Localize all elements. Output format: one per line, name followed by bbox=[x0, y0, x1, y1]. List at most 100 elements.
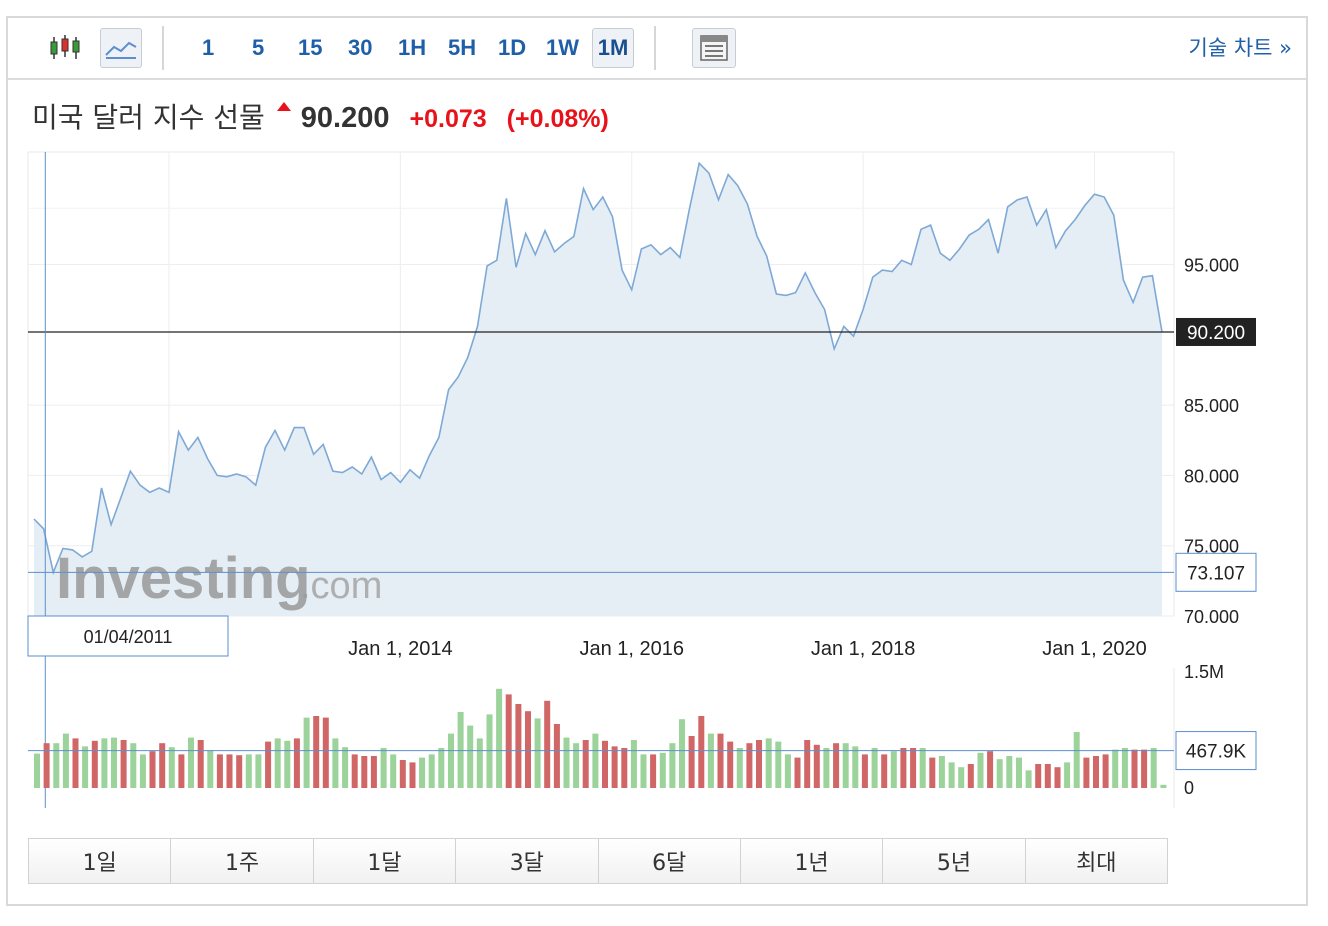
volume-bar bbox=[659, 752, 666, 788]
volume-bar bbox=[736, 748, 743, 788]
volume-bar bbox=[1160, 784, 1167, 788]
volume-bar bbox=[101, 738, 108, 788]
volume-bar bbox=[938, 756, 945, 788]
volume-bar bbox=[496, 688, 503, 788]
volume-tick-label: 1.5M bbox=[1184, 662, 1224, 682]
volume-bar bbox=[245, 754, 252, 788]
volume-bar bbox=[149, 751, 156, 788]
volume-bar bbox=[563, 737, 570, 788]
volume-bar bbox=[679, 719, 685, 788]
volume-bar bbox=[370, 756, 377, 788]
volume-tick-label: 0 bbox=[1184, 778, 1194, 798]
volume-bar bbox=[833, 743, 840, 788]
period-button-5[interactable]: 6달 bbox=[598, 839, 741, 883]
volume-bar bbox=[1073, 732, 1080, 788]
volume-bar bbox=[1044, 764, 1051, 788]
chart-widget: 1 5 15 30 1H 5H 1D 1W 1M 기술 차트 » 미국 달러 지수 선물 90.… bbox=[6, 16, 1308, 906]
crosshair-volume-label: 467.9K bbox=[1186, 742, 1247, 763]
period-button-8[interactable]: 최대 bbox=[1025, 839, 1167, 883]
volume-bar bbox=[438, 748, 445, 788]
volume-bar bbox=[390, 754, 397, 788]
period-button-7[interactable]: 5년 bbox=[883, 839, 1026, 883]
volume-bar bbox=[794, 757, 801, 788]
instrument-name: 미국 달러 지수 선물 bbox=[32, 101, 265, 134]
volume-bar bbox=[669, 743, 676, 788]
volume-bar bbox=[236, 755, 243, 788]
chart-area[interactable]: Investing.com 90.200 95.000 85.000 80.000 75.… bbox=[8, 18, 1308, 818]
volume-bar bbox=[1150, 748, 1157, 788]
period-button-4[interactable]: 3달 bbox=[456, 839, 599, 883]
last-price: 90.200 bbox=[300, 102, 390, 134]
volume-bar bbox=[852, 746, 859, 788]
volume-bar bbox=[91, 740, 98, 788]
volume-bar bbox=[1025, 770, 1032, 788]
crosshair-volume-box bbox=[1175, 731, 1257, 771]
volume-bar bbox=[900, 748, 907, 788]
price-area bbox=[34, 163, 1162, 616]
volume-bar bbox=[1141, 749, 1148, 788]
interval-button-1h[interactable]: 1H bbox=[398, 35, 427, 60]
volume-bar bbox=[1093, 756, 1099, 788]
y-tick-label: 75.000 bbox=[1184, 537, 1239, 557]
volume-bar bbox=[948, 762, 955, 788]
interval-button-1d[interactable]: 1D bbox=[498, 35, 527, 60]
volume-bar bbox=[1035, 764, 1042, 788]
volume-bar bbox=[82, 746, 89, 788]
interval-button-5h[interactable]: 5H bbox=[448, 35, 477, 60]
volume-bar bbox=[804, 740, 811, 788]
crosshair-price-box bbox=[1175, 552, 1257, 592]
interval-button-1m[interactable]: 1M bbox=[592, 28, 634, 68]
volume-bar bbox=[505, 694, 512, 788]
volume-bar bbox=[111, 737, 117, 788]
volume-bar bbox=[284, 740, 291, 788]
last-price-label: 90.200 bbox=[1187, 323, 1245, 344]
volume-bar bbox=[650, 754, 657, 788]
volume-bar bbox=[419, 757, 426, 788]
volume-bar bbox=[611, 746, 618, 788]
period-button-2[interactable]: 1주 bbox=[171, 839, 314, 883]
volume-bar bbox=[380, 748, 387, 788]
watermark-logo: Investing bbox=[56, 546, 311, 611]
volume-bar bbox=[130, 743, 137, 788]
volume-bar bbox=[842, 743, 849, 788]
volume-bar bbox=[967, 764, 974, 788]
volume-bar bbox=[332, 738, 339, 788]
volume-bar bbox=[958, 767, 965, 788]
y-tick-label: 85.000 bbox=[1184, 396, 1239, 416]
y-tick-label: 80.000 bbox=[1184, 466, 1239, 486]
line-chart-icon[interactable] bbox=[100, 28, 142, 68]
interval-button-30[interactable]: 30 bbox=[348, 35, 373, 60]
table-icon[interactable] bbox=[692, 28, 736, 68]
interval-button-15[interactable]: 15 bbox=[298, 35, 323, 60]
volume-bar bbox=[861, 754, 868, 788]
interval-button-1[interactable]: 1 bbox=[202, 35, 215, 60]
volume-bar bbox=[1054, 767, 1061, 788]
price-line bbox=[33, 161, 1163, 576]
period-button-1[interactable]: 1일 bbox=[29, 839, 172, 883]
volume-bar bbox=[592, 733, 599, 788]
volume-bar bbox=[428, 754, 435, 788]
volume-bar bbox=[322, 717, 329, 788]
crosshair-date-label: 01/04/2011 bbox=[84, 627, 173, 647]
volume-bar bbox=[630, 740, 637, 788]
volume-bar bbox=[996, 759, 1003, 788]
technical-chart-link[interactable]: 기술 차트 » bbox=[1188, 36, 1292, 60]
volume-bar bbox=[1016, 757, 1022, 788]
up-arrow-icon bbox=[276, 102, 291, 111]
interval-button-1w[interactable]: 1W bbox=[546, 35, 579, 60]
volume-bar bbox=[120, 740, 127, 788]
volume-bar bbox=[919, 748, 926, 788]
volume-bar bbox=[544, 700, 551, 788]
quote-header: 미국 달러 지수 선물 90.200 +0.073 (+0.08%) bbox=[32, 96, 629, 136]
period-selector: 1일 1주 1달 3달 6달 1년 5년 최대 bbox=[28, 838, 1168, 884]
volume-bar bbox=[457, 712, 464, 788]
volume-bar bbox=[823, 748, 830, 788]
volume-bar bbox=[313, 716, 320, 788]
volume-bar bbox=[582, 740, 589, 788]
candlestick-icon[interactable] bbox=[44, 28, 86, 68]
period-button-6[interactable]: 1년 bbox=[740, 839, 884, 883]
volume-bar bbox=[409, 762, 416, 788]
volume-bar bbox=[573, 743, 580, 788]
interval-button-5[interactable]: 5 bbox=[252, 35, 265, 60]
period-button-3[interactable]: 1달 bbox=[313, 839, 457, 883]
